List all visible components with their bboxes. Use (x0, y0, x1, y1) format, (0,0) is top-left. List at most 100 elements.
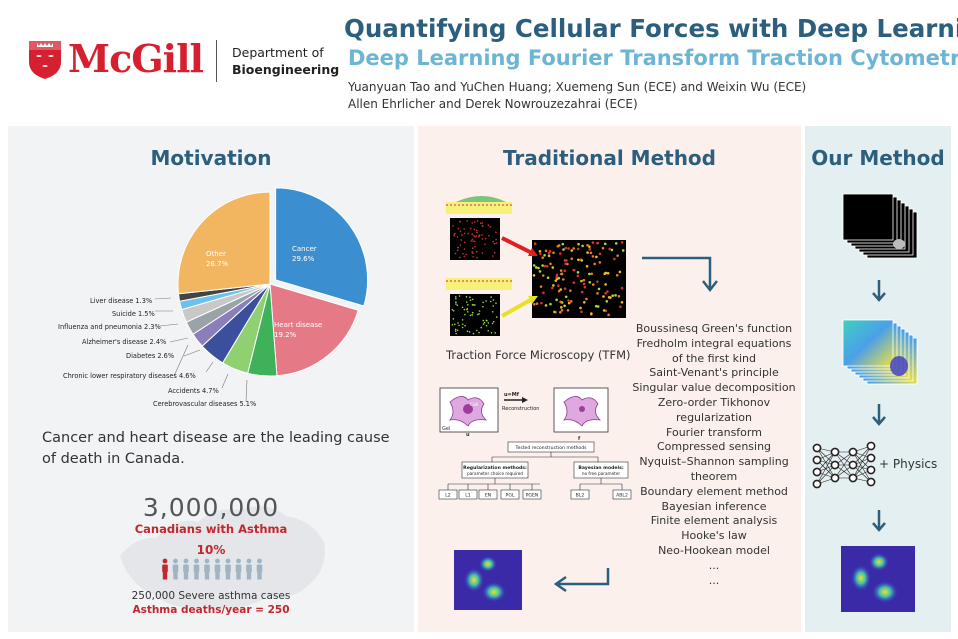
pie-label-other: Other (206, 250, 226, 258)
nn-node (812, 443, 822, 453)
asthma-deaths: Asthma deaths/year = 250 (132, 604, 290, 616)
tree-leaf-label: L2 (445, 493, 451, 499)
arrow-left-icon (553, 568, 610, 593)
pie-label-alzheimers: Alzheimer's disease 2.4% (82, 338, 166, 346)
pie-label-liver: Liver disease 1.3% (90, 297, 152, 305)
traditional-heading: Traditional Method (502, 146, 716, 170)
method-item: Hooke's law (681, 529, 747, 543)
nn-node (830, 473, 840, 483)
tree-leaf-box (570, 489, 590, 500)
nn-node (848, 473, 858, 483)
method-item: Singular value decomposition (632, 381, 796, 395)
nn-node (812, 479, 822, 489)
person-icon (204, 558, 210, 580)
asthma-label: Canadians with Asthma (134, 522, 288, 536)
authors-line2: Allen Ehrlicher and Derek Nowrouzezahrai… (348, 97, 638, 111)
authors-line1: Yuanyuan Tao and YuChen Huang; Xuemeng S… (348, 80, 807, 94)
pie-label-cancer: Cancer (292, 245, 317, 253)
pie-label-diabetes: Diabetes 2.6% (126, 352, 174, 360)
person-icon (256, 558, 263, 580)
motivation-panel: Motivation Cancer 29.6% Heart disease 19… (8, 126, 414, 632)
pie-label-cerebrovascular: Cerebrovascular diseases 5.1% (153, 400, 256, 408)
equation-label: u=Mf (504, 392, 520, 398)
nn-node (830, 460, 840, 470)
tree-leaf-box (612, 489, 632, 500)
tree-leaf-label: PGL (506, 493, 515, 499)
tree-leaf-label: BL2 (576, 493, 585, 499)
tree-root: Tested reconstruction methods (514, 445, 587, 451)
pie-value-cancer: 29.6% (292, 255, 315, 263)
pie-value-other: 26.7% (206, 260, 229, 268)
person-icon (225, 558, 231, 580)
nn-node (830, 447, 840, 457)
person-icon (162, 558, 168, 580)
u-label: u (466, 432, 470, 438)
tree-leaf-box (522, 489, 542, 500)
pie-slice (275, 187, 369, 307)
department-line1: Department of (232, 45, 324, 60)
method-item: ... (708, 573, 720, 587)
traditional-method-panel: Traditional Method Traction Force Micros… (418, 126, 801, 632)
tree-reg-sub: parameter choice required (467, 471, 523, 476)
severe-asthma-cases: 250,000 Severe asthma cases (131, 590, 291, 602)
person-icon (246, 558, 252, 580)
tree-leaf-label: EN (485, 493, 491, 499)
nn-node (848, 447, 858, 457)
method-item: ... (708, 558, 720, 572)
tree-leaf-label: PGEN (526, 493, 539, 499)
tree-bayes-sub: no free parameter (582, 471, 621, 476)
nn-node (848, 460, 858, 470)
arrow-down-icon (872, 510, 886, 532)
motivation-caption: Cancer and heart disease are the leading… (42, 430, 390, 467)
cell-label: Cell (470, 402, 478, 408)
person-icon (235, 558, 242, 580)
method-item: Neo-Hookean model (658, 543, 770, 557)
method-item: Zero-order Tikhonov (657, 395, 771, 409)
nn-node (866, 453, 876, 463)
our-method-panel: Our Method + Physics (805, 126, 951, 632)
tree-reg-title: Regularization methods: (463, 465, 527, 471)
method-item: regularization (676, 410, 752, 424)
tree-leaf-box (458, 489, 478, 500)
person-icon (172, 558, 179, 580)
person-icon (214, 558, 221, 580)
person-icon (183, 558, 189, 580)
our-method-heading: Our Method (811, 146, 945, 170)
method-item: Nyquist–Shannon sampling (639, 455, 789, 469)
tree-bayes-title: Bayesian models: (578, 465, 624, 471)
poster-subtitle: Deep Learning Fourier Transform Traction… (348, 46, 958, 70)
mcgill-logo-text: McGill (68, 36, 204, 81)
feature-map-stack (842, 319, 918, 385)
reconstruction-label: Reconstruction (502, 406, 539, 412)
department-line2: Bioengineering (232, 62, 340, 77)
arrow-down-icon (872, 280, 886, 302)
tree-leaf-box (478, 489, 498, 500)
method-item: Compressed sensing (656, 440, 772, 454)
mcgill-shield-icon (29, 41, 61, 79)
arrow-right-down-icon (642, 256, 718, 293)
tree-leaf-box (438, 489, 458, 500)
people-icon-row (162, 558, 263, 580)
pie-value-heart: 19.2% (274, 331, 297, 339)
tfm-caption: Traction Force Microscopy (TFM) (446, 348, 631, 362)
tree-leaf-box (500, 489, 520, 500)
tree-leaf-label: L1 (465, 493, 471, 499)
input-image-stack (842, 193, 918, 259)
canada-map-silhouette (120, 506, 325, 609)
method-item: Finite element analysis (650, 514, 778, 528)
method-item: Boundary element method (640, 484, 788, 498)
pie-label-accidents: Accidents 4.7% (168, 387, 219, 395)
method-item: Boussinesq Green's function (635, 322, 793, 335)
nn-node (866, 441, 876, 451)
nn-node (812, 455, 822, 465)
plus-physics-label: + Physics (879, 457, 938, 471)
method-item: of the first kind (671, 351, 757, 365)
neural-network-icon (812, 441, 876, 489)
logo-divider (216, 40, 217, 82)
nn-node (866, 477, 876, 487)
asthma-count: 3,000,000 (142, 493, 280, 522)
pie-slice (269, 283, 359, 377)
pie-label-heart: Heart disease (274, 321, 322, 329)
f-label: f (578, 436, 581, 442)
motivation-heading: Motivation (150, 146, 272, 170)
